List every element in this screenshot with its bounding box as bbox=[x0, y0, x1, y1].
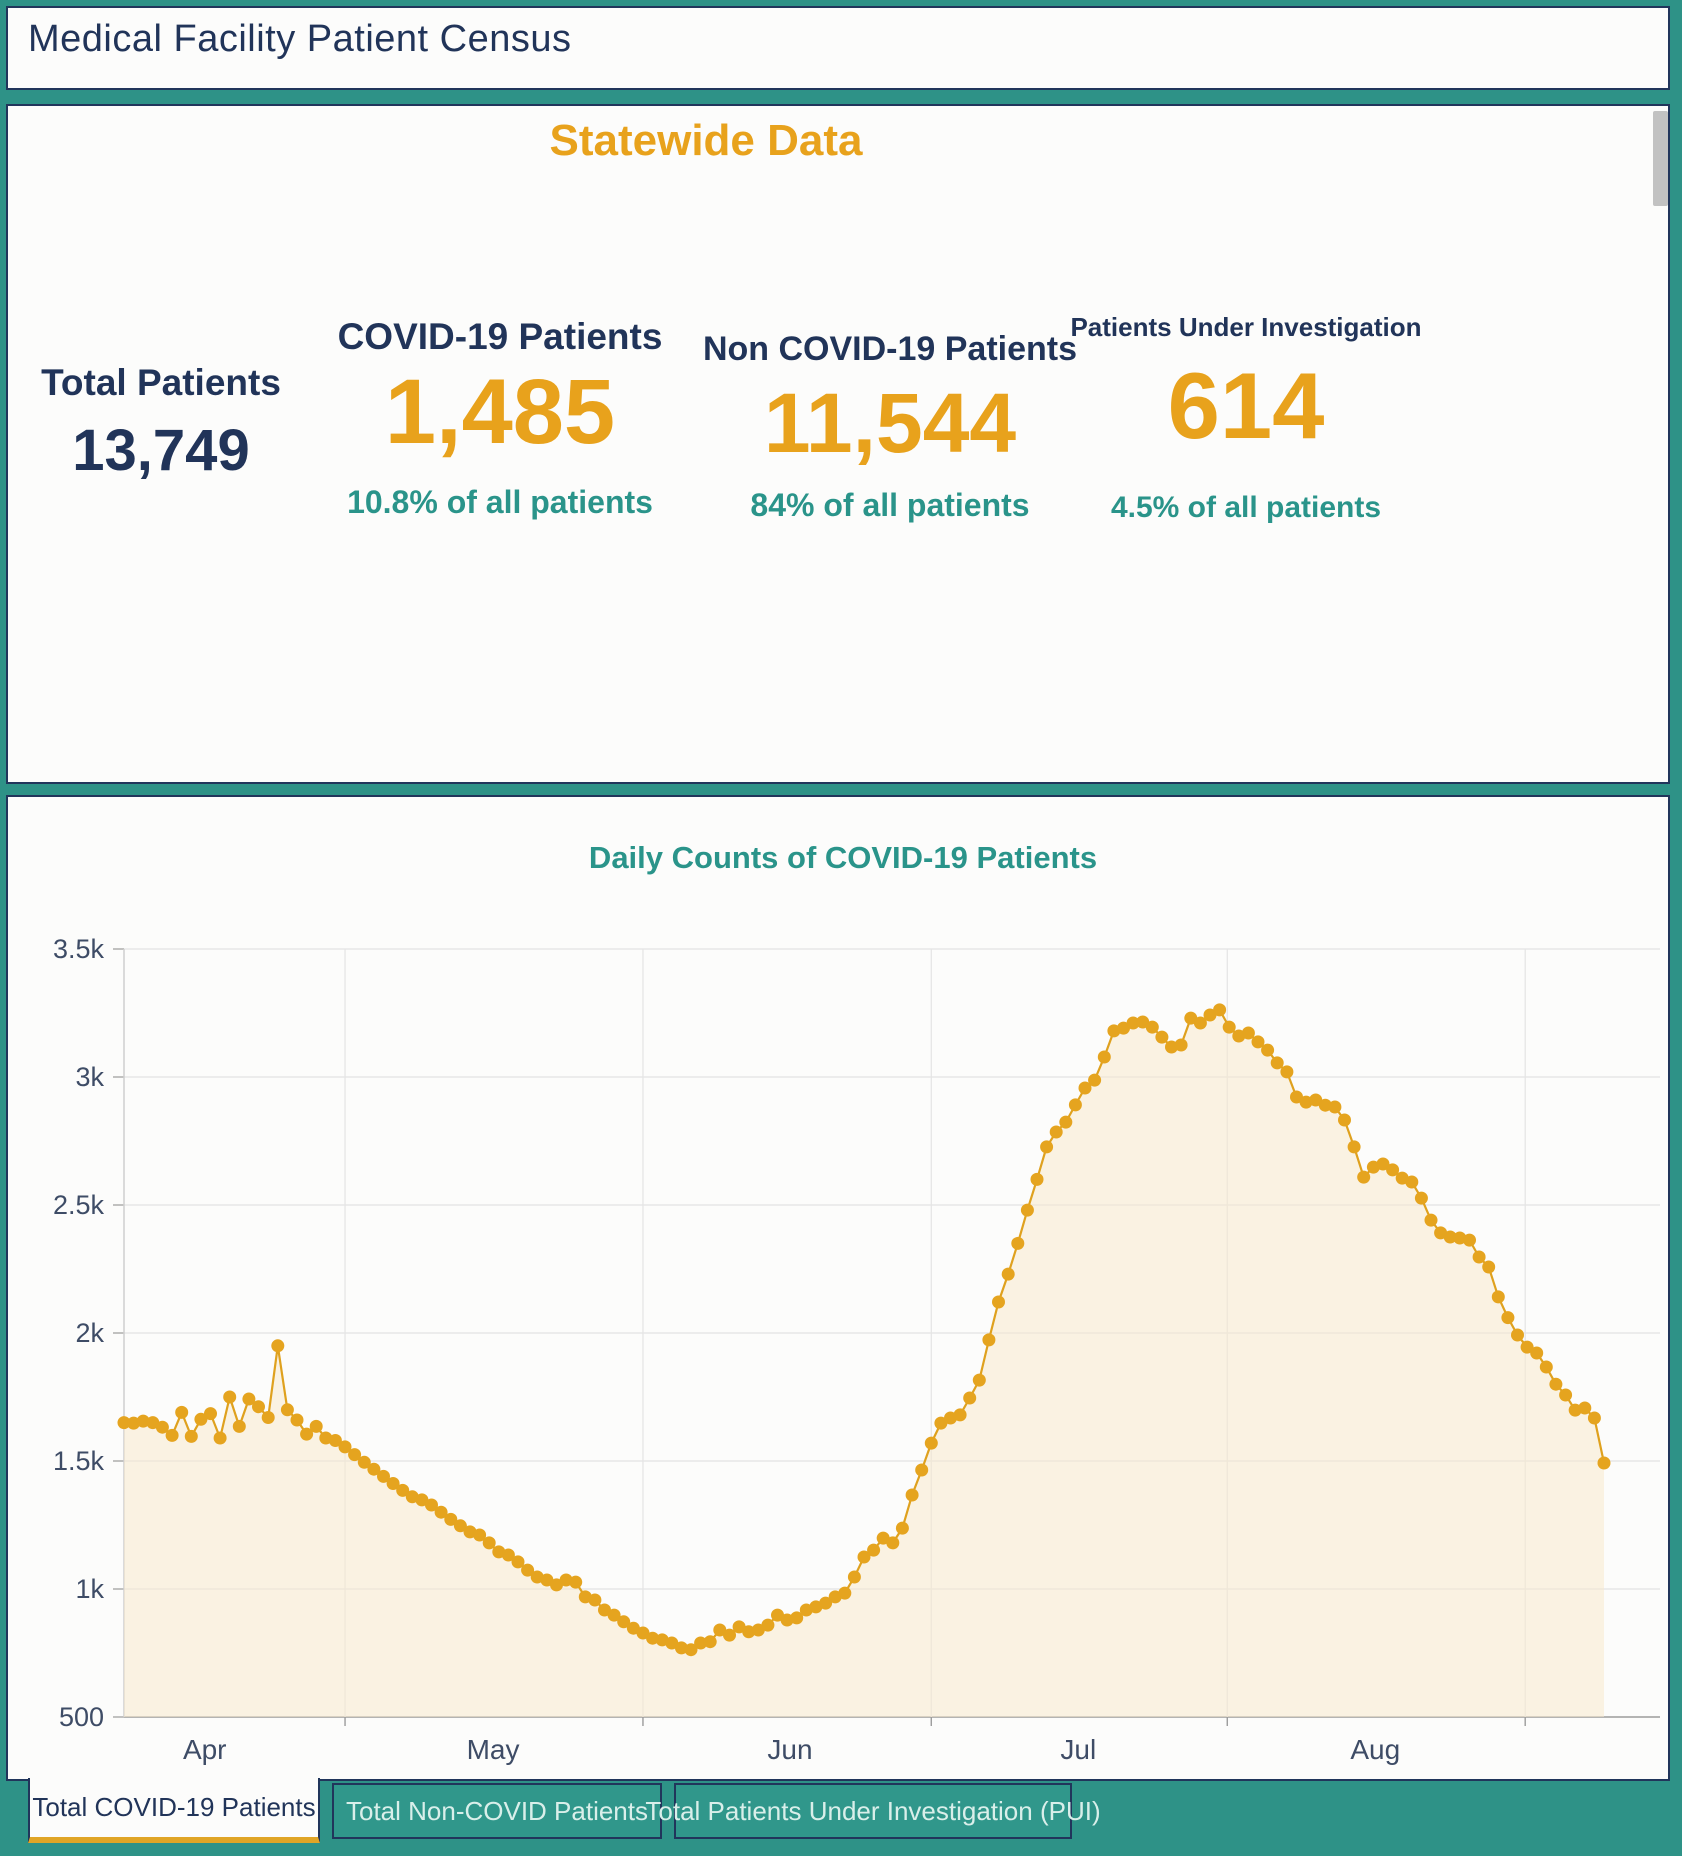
x-axis-labels: Apr May Jun Jul Aug bbox=[183, 1734, 1400, 1765]
y-tick-label: 1.5k bbox=[53, 1446, 105, 1476]
stat-label: Total Patients bbox=[41, 362, 281, 403]
page-title: Medical Facility Patient Census bbox=[28, 18, 572, 60]
tab-total-covid-patients[interactable]: Total COVID-19 Patients bbox=[28, 1778, 320, 1843]
tab-total-non-covid-patients[interactable]: Total Non-COVID Patients bbox=[332, 1783, 662, 1839]
series-markers bbox=[117, 1003, 1611, 1657]
stat-value: 11,544 bbox=[763, 376, 1017, 470]
stat-card-covid-patients: COVID-19 Patients 1,485 10.8% of all pat… bbox=[322, 316, 678, 521]
stat-label: Patients Under Investigation bbox=[1070, 312, 1422, 342]
tab-total-patients-under-investigation[interactable]: Total Patients Under Investigation (PUI) bbox=[645, 1783, 1101, 1839]
header-panel bbox=[6, 6, 1670, 90]
y-tick-label: 500 bbox=[59, 1702, 104, 1732]
stat-percent: 10.8% of all patients bbox=[347, 484, 653, 520]
stat-card-patients-under-investigation: Patients Under Investigation 614 4.5% of… bbox=[1048, 312, 1444, 525]
y-tick-label: 1k bbox=[75, 1574, 104, 1604]
series-area bbox=[124, 1009, 1604, 1717]
x-tick-label: May bbox=[467, 1734, 520, 1765]
stat-value: 614 bbox=[1167, 353, 1325, 458]
x-tick-label: Jun bbox=[767, 1734, 812, 1765]
stat-label: Non COVID-19 Patients bbox=[702, 330, 1078, 368]
stat-value: 1,485 bbox=[384, 361, 616, 463]
statewide-data-panel bbox=[6, 104, 1670, 784]
stat-value: 13,749 bbox=[72, 418, 250, 483]
y-tick-label: 2.5k bbox=[53, 1190, 105, 1220]
stat-percent: 4.5% of all patients bbox=[1110, 491, 1382, 524]
x-tick-label: Apr bbox=[183, 1734, 227, 1765]
stat-percent: 84% of all patients bbox=[750, 487, 1030, 523]
scrollbar-thumb[interactable] bbox=[1653, 111, 1668, 206]
stat-label: COVID-19 Patients bbox=[337, 316, 663, 357]
y-tick-label: 2k bbox=[75, 1318, 104, 1348]
stat-card-total-patients: Total Patients 13,749 bbox=[16, 362, 306, 480]
chart-title: Daily Counts of COVID-19 Patients bbox=[588, 840, 1098, 875]
stat-card-non-covid-patients: Non COVID-19 Patients 11,544 84% of all … bbox=[700, 330, 1080, 524]
x-tick-label: Aug bbox=[1350, 1734, 1400, 1765]
y-tick-label: 3k bbox=[75, 1062, 104, 1092]
x-tick-label: Jul bbox=[1060, 1734, 1096, 1765]
statewide-data-title: Statewide Data bbox=[549, 116, 863, 165]
y-tick-label: 3.5k bbox=[53, 934, 105, 964]
